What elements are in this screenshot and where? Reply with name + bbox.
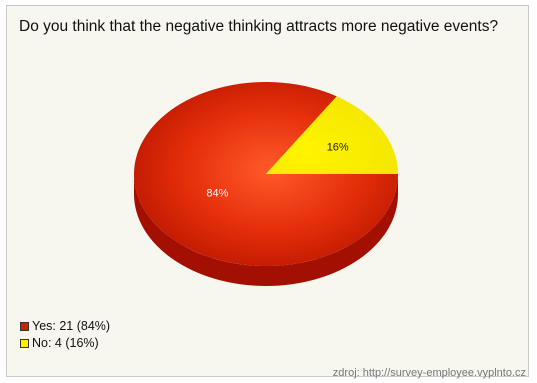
pie-label-no: 16% bbox=[327, 142, 349, 154]
legend: Yes: 21 (84%) No: 4 (16%) bbox=[20, 318, 110, 352]
legend-swatch-no bbox=[20, 339, 29, 348]
legend-label-yes: Yes: 21 (84%) bbox=[32, 319, 111, 333]
source-text: zdroj: http://survey-employee.vyplnto.cz bbox=[332, 367, 526, 379]
legend-item-no: No: 4 (16%) bbox=[20, 335, 110, 352]
pie-slice-no bbox=[266, 96, 398, 174]
pie-label-yes: 84% bbox=[206, 188, 228, 200]
pie-side-wall bbox=[134, 174, 398, 286]
legend-item-yes: Yes: 21 (84%) bbox=[20, 318, 110, 335]
legend-swatch-yes bbox=[20, 322, 29, 331]
chart-title: Do you think that the negative thinking … bbox=[19, 18, 499, 35]
legend-label-no: No: 4 (16%) bbox=[32, 336, 99, 350]
